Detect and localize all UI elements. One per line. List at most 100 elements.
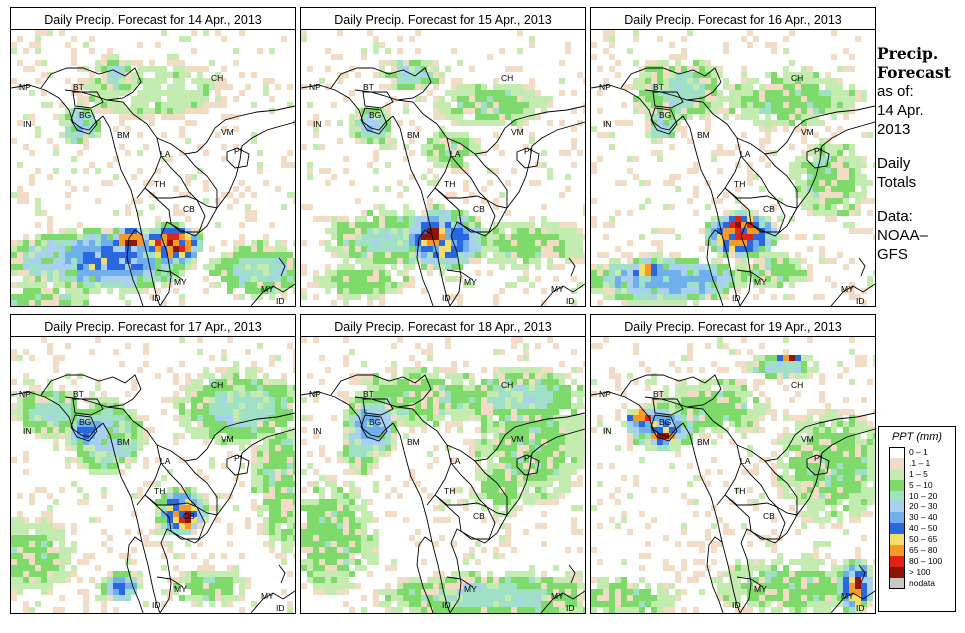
precip-cell (47, 433, 53, 439)
precip-cell (475, 493, 481, 499)
precip-cell (269, 535, 275, 541)
precip-cell (505, 252, 511, 258)
precip-cell (421, 60, 427, 66)
precip-cell (849, 258, 855, 264)
precip-cell (65, 391, 71, 397)
precip-cell (155, 541, 161, 547)
precip-cell (155, 66, 161, 72)
precip-cell (59, 240, 65, 246)
precip-cell (221, 595, 227, 601)
coastline (159, 514, 218, 613)
precip-cell (523, 433, 529, 439)
precip-cell (645, 132, 651, 138)
precip-cell (535, 409, 541, 415)
precip-cell (221, 601, 227, 607)
precip-cell (343, 439, 349, 445)
precip-cell (11, 547, 17, 553)
precip-cell (415, 48, 421, 54)
precip-cell (777, 96, 783, 102)
precip-cell (281, 505, 287, 511)
precip-cell (263, 451, 269, 457)
precip-cell (325, 475, 331, 481)
precip-cell (615, 120, 621, 126)
precip-cell (741, 72, 747, 78)
precip-cell (379, 126, 385, 132)
precip-cell (101, 439, 107, 445)
precip-cell (107, 469, 113, 475)
precip-cell (511, 547, 517, 553)
precip-cell (287, 511, 293, 517)
precip-cell (191, 108, 197, 114)
precip-cell (517, 234, 523, 240)
precip-cell (603, 30, 609, 36)
precip-cell (421, 174, 427, 180)
precip-cell (825, 96, 831, 102)
precip-cell (131, 246, 137, 252)
precip-cell (89, 162, 95, 168)
precip-cell (257, 391, 263, 397)
precip-cell (349, 529, 355, 535)
precip-cell (505, 240, 511, 246)
precip-cell (457, 228, 463, 234)
precip-cell (275, 186, 281, 192)
precip-cell (621, 294, 627, 300)
precip-cell (663, 108, 669, 114)
precip-cell (451, 391, 457, 397)
precip-cell (11, 589, 17, 595)
precip-cell (293, 439, 295, 445)
precip-cell (355, 415, 361, 421)
precip-cell (301, 30, 307, 36)
precip-cell (397, 577, 403, 583)
precip-cell (439, 270, 445, 276)
precip-cell (53, 258, 59, 264)
precip-cell (275, 511, 281, 517)
precip-cell (855, 198, 861, 204)
precip-cell (777, 234, 783, 240)
precip-cell (107, 258, 113, 264)
precip-cell (53, 391, 59, 397)
precip-cell (215, 409, 221, 415)
precip-cell (197, 90, 203, 96)
precip-cell (301, 469, 307, 475)
precip-cell (197, 571, 203, 577)
precip-cell (451, 192, 457, 198)
precip-cell (11, 78, 17, 84)
precip-cell (753, 96, 759, 102)
precip-cell (77, 114, 83, 120)
precip-cell (843, 162, 849, 168)
precip-cell (783, 264, 789, 270)
country-label: CH (211, 380, 223, 390)
precip-cell (765, 150, 771, 156)
precip-cell (17, 397, 23, 403)
precip-cell (487, 403, 493, 409)
precip-cell (747, 270, 753, 276)
precip-cell (577, 367, 583, 373)
precip-cell (275, 258, 281, 264)
precip-cell (639, 276, 645, 282)
precip-cell (203, 415, 209, 421)
precip-cell (17, 264, 23, 270)
precip-cell (119, 583, 125, 589)
precip-cell (47, 415, 53, 421)
precip-cell (813, 72, 819, 78)
precip-cell (547, 385, 553, 391)
precip-cell (197, 577, 203, 583)
precip-cell (343, 294, 349, 300)
precip-cell (107, 48, 113, 54)
precip-cell (275, 493, 281, 499)
precip-cell (23, 66, 29, 72)
precip-cell (77, 463, 83, 469)
precip-cell (565, 48, 571, 54)
precip-cell (379, 433, 385, 439)
precip-cell (125, 409, 131, 415)
precip-cell (481, 379, 487, 385)
precip-cell (699, 276, 705, 282)
precip-cell (125, 577, 131, 583)
precip-cell (529, 114, 535, 120)
country-label: VM (221, 127, 234, 137)
precip-cell (669, 270, 675, 276)
precip-cell (293, 198, 295, 204)
precip-cell (547, 421, 553, 427)
precip-cell (337, 270, 343, 276)
